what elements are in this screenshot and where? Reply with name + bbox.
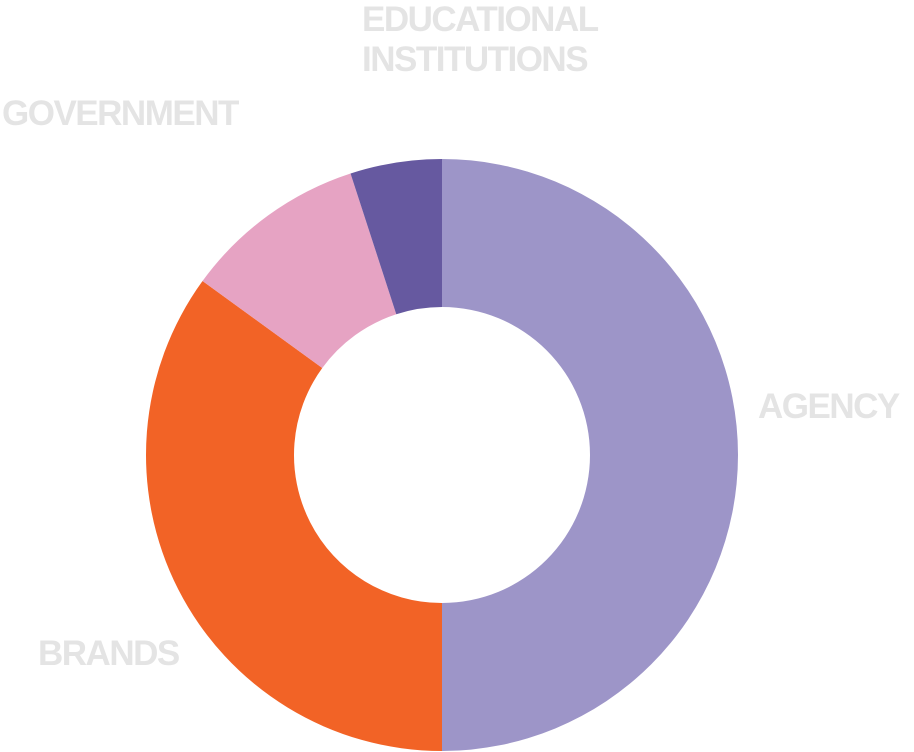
donut-slice [350,159,442,315]
slice-label: AGENCY [758,387,900,426]
slice-label: GOVERNMENT [2,94,239,133]
slice-label: EDUCATIONAL INSTITUTIONS [362,0,598,79]
donut-slice [146,281,442,751]
donut-slice [202,173,397,369]
slice-label: BRANDS [38,634,180,673]
donut-slice [442,159,738,751]
